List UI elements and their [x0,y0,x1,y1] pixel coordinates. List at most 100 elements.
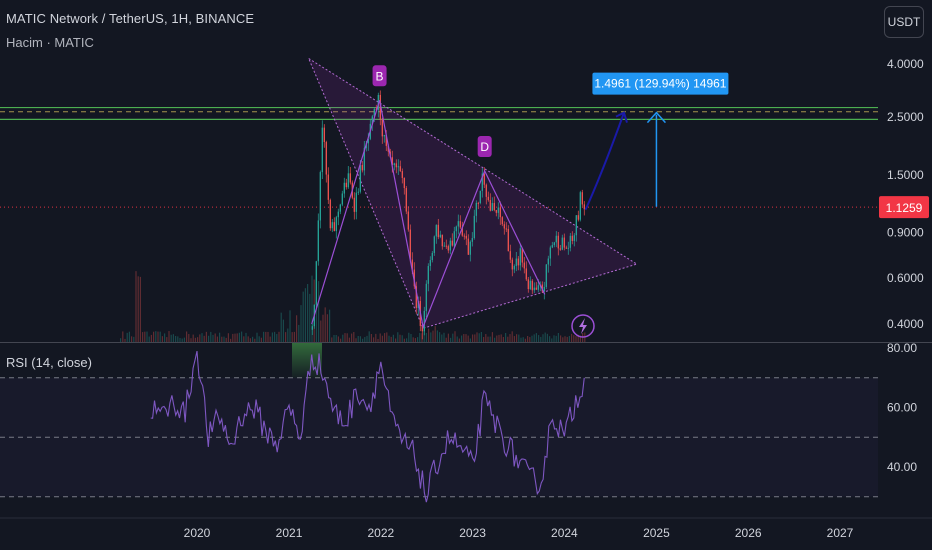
candle-body [439,234,441,238]
volume-bar [419,332,421,342]
volume-bar [531,335,533,342]
pivot-label-D[interactable]: D [480,140,489,154]
candle-body [335,217,337,231]
pivot-label-B[interactable]: B [376,69,384,83]
volume-bar [282,319,284,342]
volume-bar [144,331,146,342]
candle-body [475,202,477,216]
candle-body [391,157,393,166]
symmetrical-triangle[interactable] [307,57,638,329]
volume-bar [535,333,537,342]
volume-bar [170,334,172,342]
volume-bar [183,337,185,342]
volume-bar [447,333,449,342]
volume-bar [326,314,328,342]
candle-body [471,238,473,242]
flash-icon[interactable] [571,314,595,338]
volume-bar [480,331,482,342]
volume-bar [551,338,553,342]
volume-bar [208,335,210,342]
candle-body [395,163,397,168]
candle-body [451,240,453,246]
candle-body [513,265,515,270]
projection-label[interactable]: 1.4961 (129.94%) 14961 [594,77,726,91]
candle-body [363,148,365,171]
volume-bar [315,297,317,342]
volume-bar [194,337,196,342]
time-axis: 2020 2021 2022 2023 2024 2025 2026 2027 [0,517,932,540]
candle-body [499,207,501,218]
volume-bar [524,338,526,342]
volume-bar [432,330,434,342]
candle-body [371,116,373,124]
candle-body [575,215,577,236]
pivot-labels[interactable]: BD [372,65,492,158]
volume-bar [461,335,463,342]
volume-bar [467,335,469,342]
volume-bar [157,331,159,342]
volume-bar [322,314,324,342]
resistance-lines [0,106,878,208]
volume-bar [331,337,333,342]
volume-bar [351,333,353,342]
triangle-shape [307,57,638,329]
volume-bar [122,331,124,342]
price-tick-label: 0.6000 [887,271,924,285]
volume-bar [395,338,397,342]
volume-bar [324,307,326,342]
volume-bar [271,332,273,342]
volume-bar [564,336,566,342]
volume-bar [399,334,401,342]
candle-body [423,310,425,332]
volume-bar [408,332,410,342]
volume-bar [520,337,522,342]
volume-bar [252,336,254,342]
volume-bar [529,337,531,342]
time-tick-label: 2026 [735,526,762,540]
candle-body [431,252,433,261]
volume-bar [507,336,509,342]
candle-body [503,224,505,229]
volume-bar [428,328,430,342]
candle-body [465,235,467,239]
volume-bar [454,331,456,342]
candle-body [515,258,517,266]
candle-body [505,228,507,230]
candle-body [537,285,539,290]
volume-bar [258,336,260,342]
candle-body [479,190,481,204]
volume-bar [474,334,476,342]
volume-bar [153,331,155,342]
price-tick-label: 0.4000 [887,317,924,331]
volume-bar [274,331,276,342]
volume-bar [397,332,399,342]
candle-body [529,280,531,290]
candle-body [523,262,525,269]
volume-bar [133,336,135,342]
volume-bar [417,337,419,342]
candle-body [367,138,369,144]
volume-bar [289,310,291,342]
volume-bar [304,288,306,342]
flash-icon-ring [571,314,595,338]
volume-bar [458,338,460,342]
rsi-tick-label: 80.00 [887,341,917,355]
volume-bar [124,338,126,342]
volume-bar [177,336,179,342]
projection-arrows[interactable]: 1.4961 (129.94%) 14961 [584,72,729,211]
volume-bar [234,333,236,342]
pattern-lines[interactable] [311,100,546,330]
candle-body [377,94,379,110]
volume-bar [403,338,405,342]
candle-body [545,264,547,287]
curved-arrow-head [615,111,628,123]
volume-bar [245,332,247,342]
volume-bar [452,333,454,342]
pivot-badge [477,136,492,158]
volume-bar [146,331,148,342]
candle-body [337,211,339,218]
currency-button[interactable]: USDT [884,6,924,38]
volume-bar [410,334,412,342]
candle-body [489,200,491,211]
